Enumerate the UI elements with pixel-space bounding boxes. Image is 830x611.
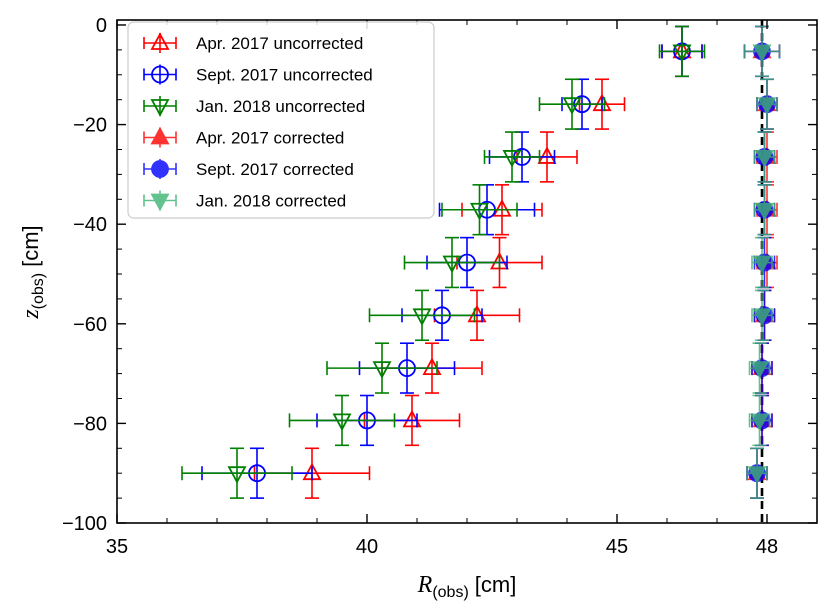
data-point	[752, 308, 772, 327]
plot-frame	[116, 19, 818, 524]
y-tick-label: −80	[73, 413, 107, 435]
y-tick-label: −60	[73, 314, 107, 336]
y-tick-label: −20	[73, 115, 107, 137]
data-point	[332, 413, 352, 432]
x-axis-label: R(obs) [cm]	[417, 572, 517, 601]
data-point	[757, 97, 777, 115]
legend-marker	[150, 99, 170, 117]
x-axis-symbol: R	[417, 572, 433, 598]
legend-item	[143, 32, 177, 53]
x-tick-label: 45	[606, 536, 628, 558]
data-point	[749, 413, 770, 432]
legend-marker	[150, 193, 170, 212]
legend-item	[143, 96, 177, 117]
legend-marker	[150, 126, 170, 145]
data-point	[747, 466, 767, 484]
data-point	[422, 357, 442, 376]
legend-label: Sept. 2017 uncorrected	[196, 66, 373, 85]
y-axis-unit: [cm]	[18, 225, 43, 267]
data-point	[402, 409, 422, 428]
data-point	[562, 97, 582, 115]
axes-group: 35 40 45 48 0 −20 −40 −60 −80 −100	[62, 15, 817, 558]
series-2	[181, 25, 706, 499]
data-point	[467, 304, 487, 323]
legend-marker	[151, 160, 169, 178]
y-tick-label: −40	[73, 214, 107, 236]
data-point	[469, 202, 490, 221]
data-point	[492, 199, 512, 217]
legend-label: Sept. 2017 corrected	[196, 160, 354, 179]
legend-label: Jan. 2018 uncorrected	[196, 97, 365, 116]
legend-label: Jan. 2018 corrected	[196, 192, 346, 211]
data-point	[672, 44, 692, 63]
data-point	[442, 255, 462, 274]
legend-label: Apr. 2017 uncorrected	[196, 34, 363, 53]
data-point	[754, 150, 775, 168]
data-point	[752, 44, 772, 63]
legend-label: Apr. 2017 corrected	[196, 129, 344, 148]
data-point	[372, 361, 392, 379]
legend-item	[143, 64, 177, 85]
x-tick-label: 40	[356, 536, 378, 558]
y-tick-label: 0	[96, 15, 107, 37]
legend-box	[127, 21, 435, 219]
series-group	[181, 25, 781, 499]
x-axis-unit: [cm]	[475, 572, 517, 597]
x-tick-label: 48	[756, 536, 778, 558]
y-axis-subscript: (obs)	[30, 273, 47, 309]
legend-marker	[151, 65, 169, 84]
data-point	[412, 308, 432, 327]
data-point	[754, 202, 775, 221]
y-tick-label: −100	[62, 513, 107, 535]
legend-marker	[150, 32, 170, 50]
legend-item	[143, 190, 177, 212]
data-point	[537, 146, 557, 164]
data-point	[752, 255, 772, 274]
series-5	[743, 25, 781, 499]
y-axis-label: z(obs) [cm]	[18, 225, 47, 319]
data-point	[749, 361, 770, 379]
data-point	[502, 150, 522, 168]
x-tick-label: 35	[106, 536, 128, 558]
legend-item	[143, 159, 177, 179]
data-point	[227, 466, 247, 484]
x-axis-subscript: (obs)	[432, 584, 468, 601]
legend-item	[143, 126, 177, 148]
legend: Apr. 2017 uncorrected Sept. 2017 uncorrec…	[127, 21, 435, 219]
y-axis-symbol: z	[18, 309, 44, 320]
